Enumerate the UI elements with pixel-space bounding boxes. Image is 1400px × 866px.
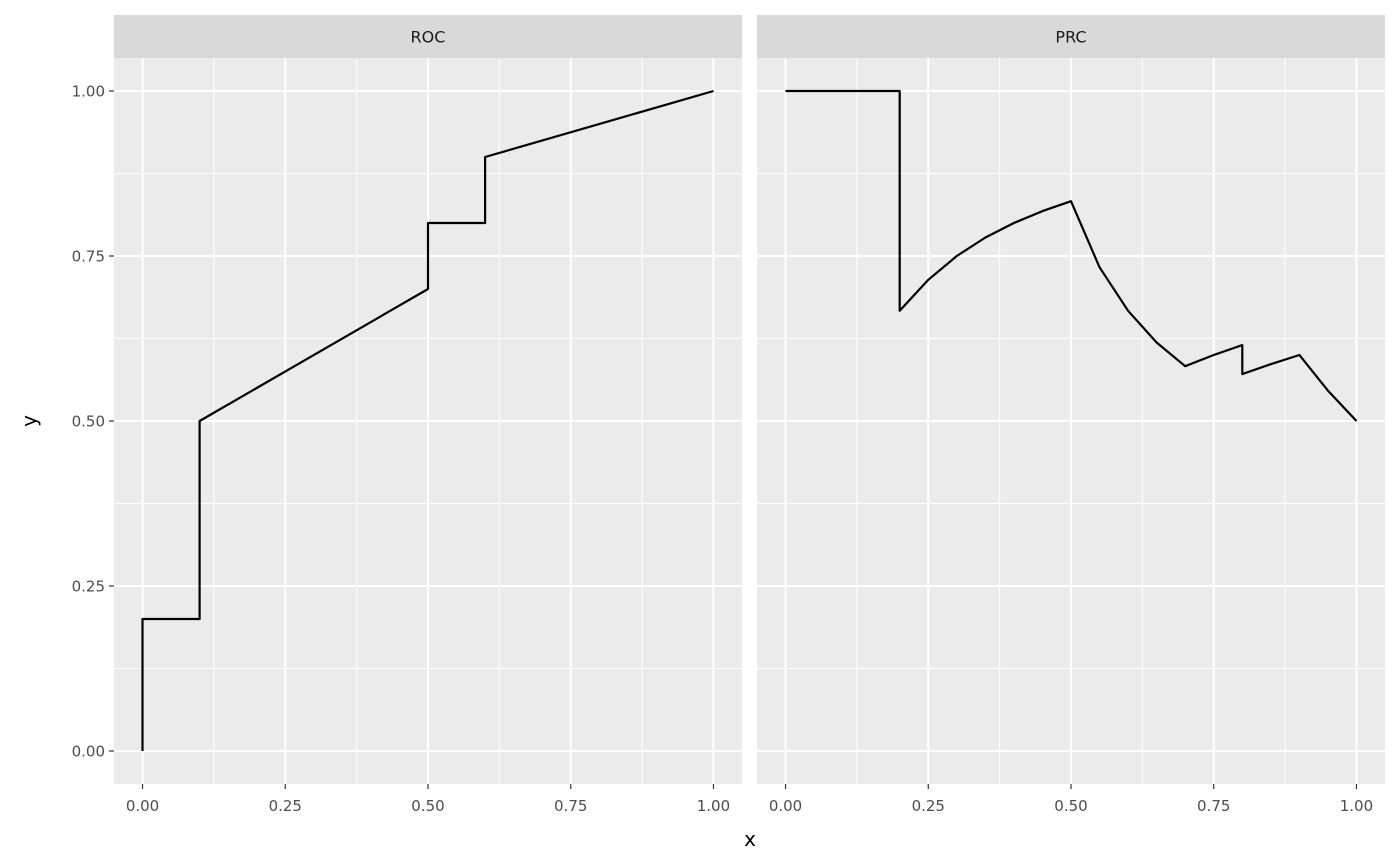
facet-strip xyxy=(757,15,1385,58)
y-tick-label: 0.25 xyxy=(72,578,105,596)
x-tick-label: 0.75 xyxy=(554,797,587,815)
x-tick-label: 0.25 xyxy=(269,797,302,815)
y-tick-label: 0.00 xyxy=(72,743,105,761)
y-axis-title: y xyxy=(17,415,41,427)
y-tick-label: 0.75 xyxy=(72,248,105,266)
x-tick-label: 0.25 xyxy=(912,797,945,815)
x-tick-label: 1.00 xyxy=(697,797,730,815)
panel-roc: ROC 0.00 0.25 0.50 0.75 1.00 0.00 0.25 0.50 0.75 1… xyxy=(72,15,742,815)
series-line-prc xyxy=(785,89,1358,422)
x-tick-label: 1.00 xyxy=(1340,797,1373,815)
x-axis-title: x xyxy=(744,827,756,851)
x-tick-label: 0.75 xyxy=(1197,797,1230,815)
facet-strip-label: PRC xyxy=(1055,28,1086,47)
facet-strip-label: ROC xyxy=(411,28,446,47)
x-tick-label: 0.00 xyxy=(126,797,159,815)
x-tick-label: 0.00 xyxy=(769,797,802,815)
y-tick-label: 0.50 xyxy=(72,413,105,431)
panel-prc: PRC 0.00 0.25 0.50 0.75 1.00 xyxy=(757,15,1385,815)
y-tick-label: 1.00 xyxy=(72,83,105,101)
facet-strip xyxy=(114,15,742,58)
x-tick-label: 0.50 xyxy=(411,797,444,815)
series-line-roc xyxy=(141,89,714,751)
x-tick-label: 0.50 xyxy=(1054,797,1087,815)
panels-layer: ROC 0.00 0.25 0.50 0.75 1.00 0.00 0.25 0.50 0.75 1… xyxy=(72,15,1385,815)
